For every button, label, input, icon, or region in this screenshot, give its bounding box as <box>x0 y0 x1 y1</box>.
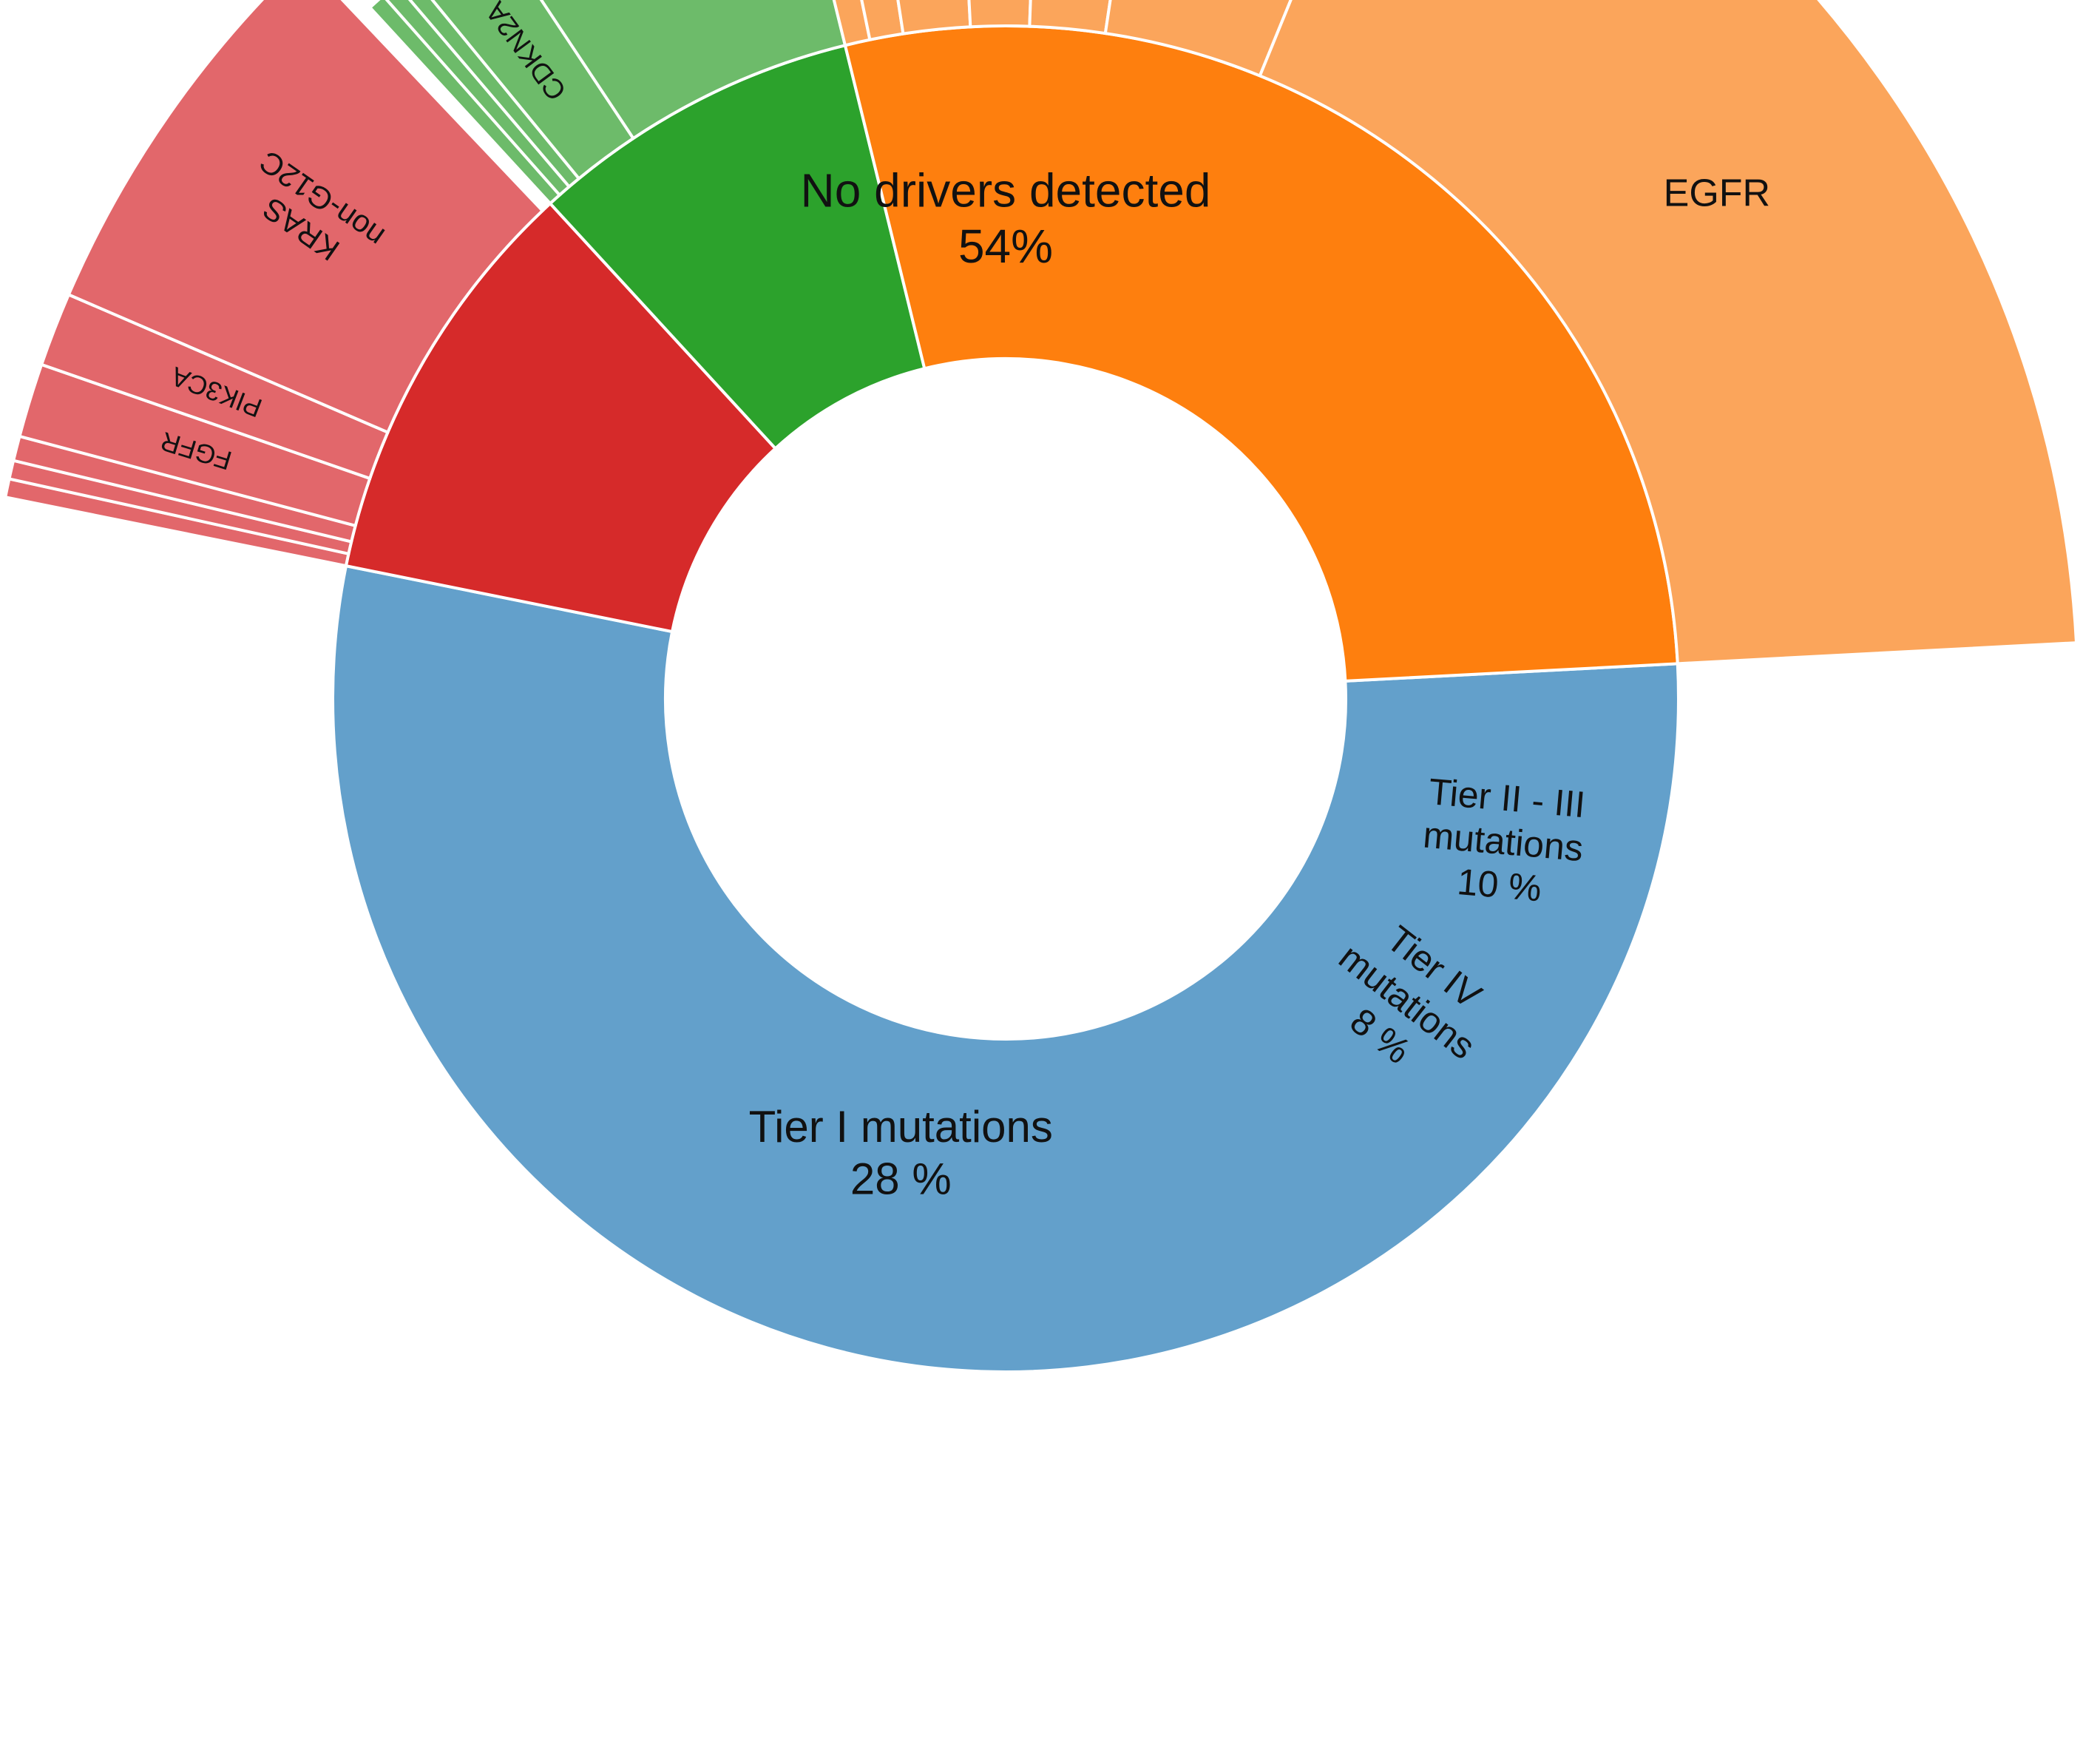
label-tier-i-mutations: Tier I mutations 28 % <box>749 1102 1053 1204</box>
outer-ring <box>3 0 2079 666</box>
slice-no-drivers-detected <box>331 564 1680 1374</box>
label-no-drivers-detected: No drivers detected 54% <box>801 163 1211 273</box>
segment-kras-non-g12c <box>67 0 545 435</box>
segment-ros <box>896 0 972 35</box>
segment-egfr <box>1258 0 2079 666</box>
inner-ring <box>331 24 1680 1374</box>
segment-braf-v600e <box>967 0 1032 29</box>
segment-alk <box>1103 0 1293 78</box>
label-egfr: EGFR <box>1664 172 1770 214</box>
segment-kras-g12c <box>1028 0 1112 35</box>
segment-tp53 <box>539 0 847 141</box>
